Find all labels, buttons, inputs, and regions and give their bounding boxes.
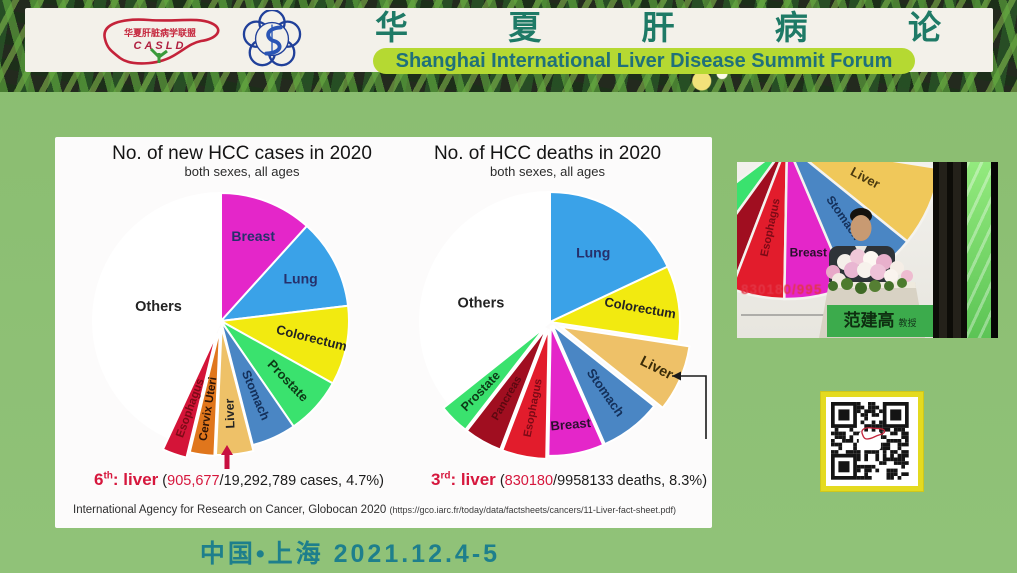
forum-subtitle-english: Shanghai International Liver Disease Sum… <box>373 48 915 74</box>
casld-name-cn: 华夏肝脏病学联盟 <box>124 27 196 38</box>
presentation-slide: No. of new HCC cases in 2020 both sexes,… <box>55 137 712 528</box>
svg-text:Lung: Lung <box>576 245 610 261</box>
projected-slide-value: 830180/995 <box>741 282 823 297</box>
pie-chart-new-cases: BreastLungColorectumProstateStomachLiver… <box>92 191 350 459</box>
projected-slide-source-line <box>741 314 829 316</box>
qr-pattern <box>831 402 909 480</box>
svg-text:Breast: Breast <box>790 246 827 260</box>
speaker-name-sign: 范建高 教授 <box>827 305 933 337</box>
svg-text:Breast: Breast <box>550 415 592 434</box>
stage-green-screen <box>967 162 991 338</box>
svg-text:Breast: Breast <box>231 228 275 244</box>
svg-text:Liver: Liver <box>222 398 237 428</box>
wechat-qr-code <box>821 392 923 491</box>
forum-title-chinese: 华 夏 肝 病 论 坛 <box>375 11 1017 47</box>
liver-rank-annotation-cases: 6th: liver (905,677/19,292,789 cases, 4.… <box>93 470 384 489</box>
svg-text:Others: Others <box>135 299 182 315</box>
chart-subtitle-new-cases: both sexes, all ages <box>184 164 300 179</box>
liver-arrow-up-icon <box>221 445 233 469</box>
source-citation: International Agency for Research on Can… <box>73 504 676 516</box>
forum-banner: 华夏肝脏病学联盟 CASLD 华 夏 肝 病 论 坛 Shanghai Inte… <box>25 8 1017 74</box>
chart-title-deaths: No. of HCC deaths in 2020 <box>433 143 662 164</box>
chart-subtitle-deaths: both sexes, all ages <box>490 164 605 179</box>
liver-rank-annotation-deaths: 3rd: liver (830180/9958133 deaths, 8.3%) <box>430 470 708 489</box>
event-date-location: 中国•上海 2021.12.4-5 <box>199 540 501 568</box>
casld-liver-logo: 华夏肝脏病学联盟 CASLD <box>103 18 220 65</box>
stage-dark-background <box>933 162 967 338</box>
hospital-emblem-logo <box>242 10 302 67</box>
speaker-video-thumbnail: Esophagus Breast Stomach Liver 830180/995 <box>737 162 998 338</box>
pie-chart-deaths: LungColorectumLiverStomachBreastEsophagu… <box>419 190 691 460</box>
stage-black-bar <box>991 162 998 338</box>
liver-pointer-arrow-icon <box>672 371 707 439</box>
svg-text:Others: Others <box>458 295 505 311</box>
casld-abbr: CASLD <box>134 40 187 52</box>
podium-flowers <box>826 249 913 294</box>
svg-text:Lung: Lung <box>283 271 317 287</box>
chart-title-new-cases: No. of new HCC cases in 2020 <box>112 143 372 164</box>
